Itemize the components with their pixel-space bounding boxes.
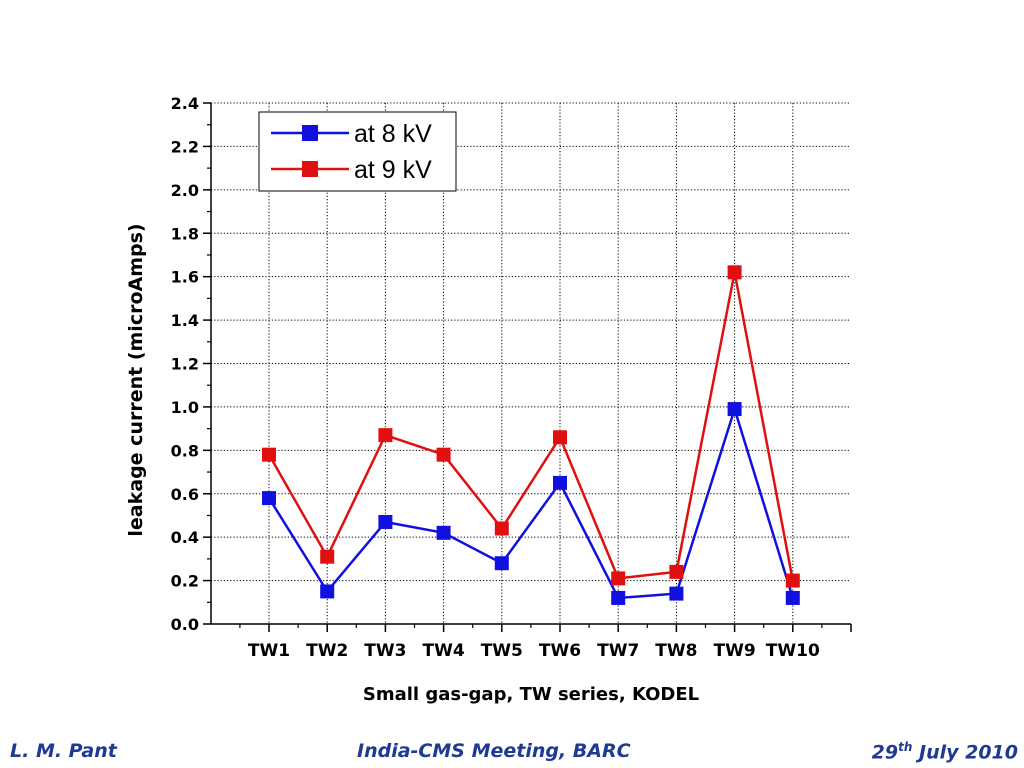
x-tick-label: TW7 (597, 641, 639, 661)
y-tick-label: 0.4 (171, 528, 199, 547)
data-point-at-9-kv (378, 428, 393, 443)
footer-date: 29th July 2010 (872, 740, 1018, 763)
data-point-at-9-kv (611, 571, 626, 586)
footer-author: L. M. Pant (10, 740, 117, 762)
data-point-at-9-kv (669, 564, 684, 579)
data-point-at-9-kv (553, 430, 567, 445)
legend-marker (302, 161, 318, 177)
y-tick-label: 1.8 (171, 224, 199, 243)
y-tick-label: 2.2 (171, 137, 199, 156)
y-tick-label: 1.4 (171, 311, 199, 330)
x-tick-label: TW1 (248, 641, 290, 661)
x-tick-label: TW4 (423, 641, 465, 661)
x-tick-label: TW8 (655, 641, 697, 661)
y-tick-label: 1.0 (171, 398, 199, 417)
data-point-at-8-kv (727, 402, 742, 417)
data-point-at-9-kv (436, 447, 451, 462)
data-point-at-8-kv (669, 586, 684, 601)
data-point-at-9-kv (727, 265, 742, 280)
legend-marker (302, 125, 318, 141)
legend: at 8 kV at 9 kV (258, 111, 457, 192)
x-tick-label: TW6 (539, 641, 581, 661)
x-tick-label: TW5 (481, 641, 523, 661)
y-tick-label: 2.4 (171, 94, 199, 113)
data-point-at-9-kv (320, 549, 335, 564)
data-point-at-8-kv (320, 584, 335, 599)
y-tick-label: 0.0 (171, 615, 199, 634)
x-tick-label: TW3 (364, 641, 406, 661)
y-tick-label: 2.0 (171, 181, 199, 200)
footer-date-rest: July 2010 (912, 741, 1018, 764)
data-point-at-8-kv (494, 556, 509, 571)
y-tick-label: 1.2 (171, 355, 199, 374)
legend-box (258, 111, 457, 192)
y-tick-label: 0.8 (171, 441, 199, 460)
data-point-at-9-kv (494, 521, 509, 536)
data-point-at-9-kv (262, 447, 276, 462)
data-series (262, 265, 800, 605)
data-point-at-8-kv (262, 491, 276, 506)
y-tick-label: 0.2 (171, 572, 199, 591)
x-tick-label: TW9 (714, 641, 756, 661)
data-point-at-8-kv (785, 590, 800, 605)
data-point-at-8-kv (611, 590, 626, 605)
y-axis-label: leakage current (microAmps) (125, 223, 147, 536)
y-tick-label: 1.6 (171, 268, 199, 287)
footer-meeting: India-CMS Meeting, BARC (357, 740, 631, 762)
data-point-at-9-kv (785, 573, 800, 588)
series-line-at-8-kv (267, 404, 794, 600)
legend-label: at 8 kV (354, 120, 432, 148)
footer-date-suffix: th (898, 740, 913, 754)
data-point-at-8-kv (378, 514, 393, 529)
data-point-at-8-kv (436, 525, 451, 540)
data-point-at-8-kv (553, 475, 567, 490)
x-tick-label: TW10 (766, 641, 820, 661)
footer-date-day: 29 (871, 741, 899, 764)
x-tick-label: TW2 (306, 641, 348, 661)
legend-label: at 9 kV (354, 156, 432, 184)
axes: 0.0 0.2 0.4 0.6 0.8 1.0 1.2 1.4 1.6 1.8 2.0 2.2 2.4 T… (171, 94, 852, 661)
series-line-at-9-kv (267, 272, 795, 581)
x-axis-label: Small gas-gap, TW series, KODEL (363, 684, 699, 705)
y-tick-label: 0.6 (171, 485, 199, 504)
